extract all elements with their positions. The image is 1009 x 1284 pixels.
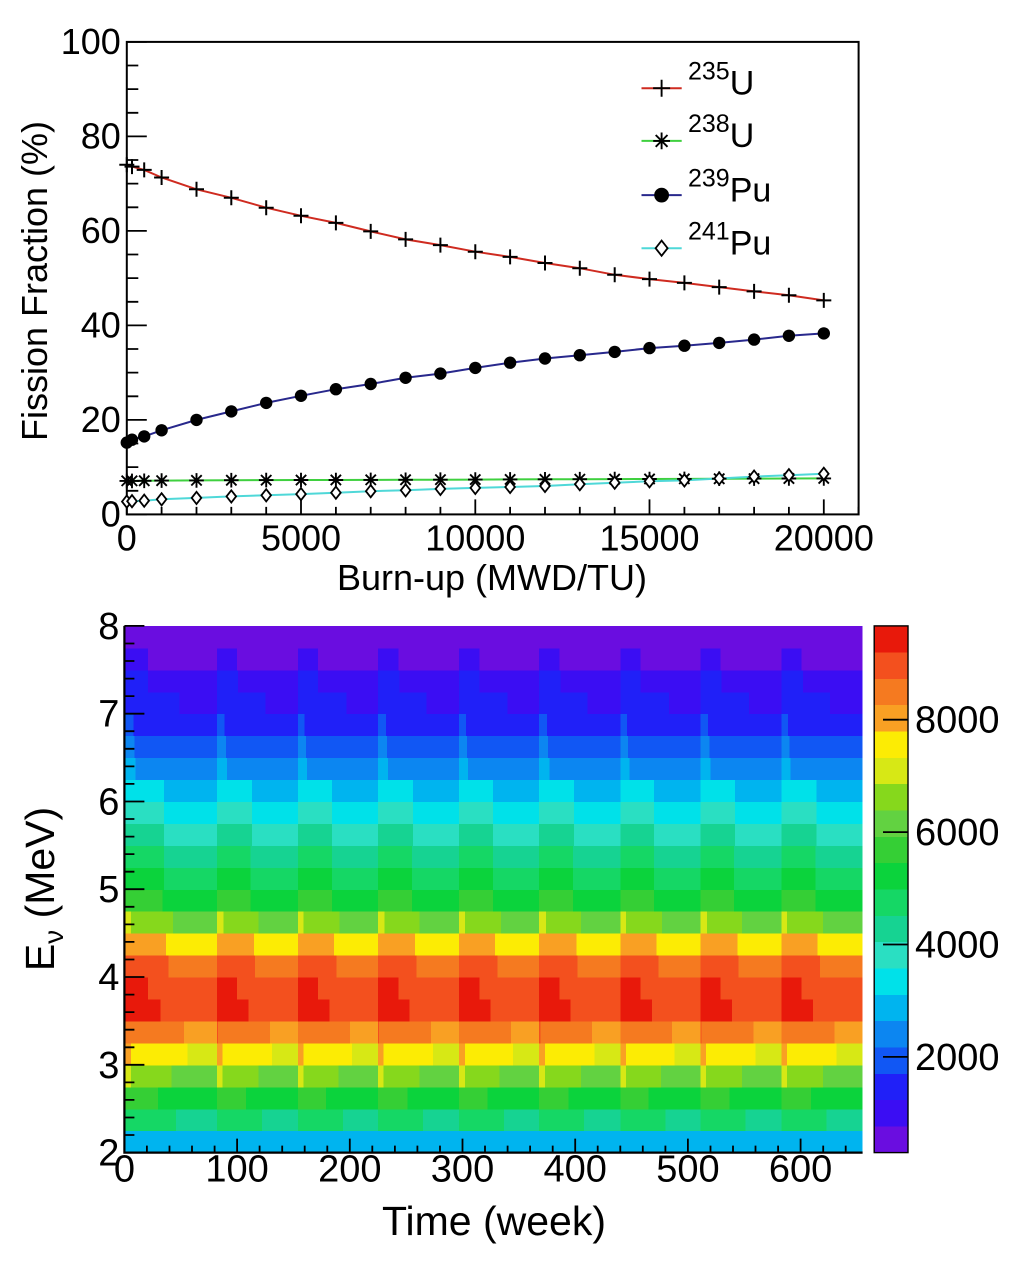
- svg-text:300: 300: [431, 1149, 494, 1191]
- svg-text:8000: 8000: [915, 700, 1000, 742]
- svg-text:2000: 2000: [915, 1037, 1000, 1079]
- svg-text:0: 0: [117, 517, 137, 558]
- svg-text:6000: 6000: [915, 812, 1000, 854]
- svg-text:4: 4: [98, 957, 119, 999]
- svg-text:100: 100: [61, 21, 121, 62]
- svg-text:200: 200: [318, 1149, 381, 1191]
- svg-text:15000: 15000: [599, 517, 699, 558]
- svg-text:3: 3: [98, 1045, 119, 1087]
- svg-text:Eν (MeV): Eν (MeV): [17, 807, 69, 971]
- svg-text:Time (week): Time (week): [382, 1198, 606, 1244]
- svg-text:6: 6: [98, 782, 119, 824]
- svg-text:239Pu: 239Pu: [688, 164, 771, 209]
- svg-text:600: 600: [769, 1149, 832, 1191]
- svg-text:20: 20: [81, 399, 121, 440]
- svg-text:7: 7: [98, 694, 119, 736]
- svg-text:8: 8: [98, 606, 119, 648]
- svg-text:Burn-up (MWD/TU): Burn-up (MWD/TU): [337, 557, 647, 598]
- svg-text:0: 0: [101, 493, 121, 534]
- svg-text:5000: 5000: [261, 517, 341, 558]
- svg-text:238U: 238U: [688, 110, 754, 155]
- svg-text:40: 40: [81, 304, 121, 345]
- svg-text:500: 500: [656, 1149, 719, 1191]
- svg-text:241Pu: 241Pu: [688, 218, 771, 263]
- svg-text:80: 80: [81, 115, 121, 156]
- svg-text:235U: 235U: [688, 58, 754, 103]
- svg-text:60: 60: [81, 210, 121, 251]
- svg-text:10000: 10000: [425, 517, 525, 558]
- svg-text:4000: 4000: [915, 925, 1000, 967]
- svg-text:5: 5: [98, 869, 119, 911]
- svg-text:2: 2: [98, 1133, 119, 1175]
- svg-text:0: 0: [114, 1149, 135, 1191]
- svg-text:Fission Fraction (%): Fission Fraction (%): [14, 121, 55, 441]
- svg-text:400: 400: [543, 1149, 606, 1191]
- svg-text:100: 100: [205, 1149, 268, 1191]
- svg-text:20000: 20000: [774, 517, 874, 558]
